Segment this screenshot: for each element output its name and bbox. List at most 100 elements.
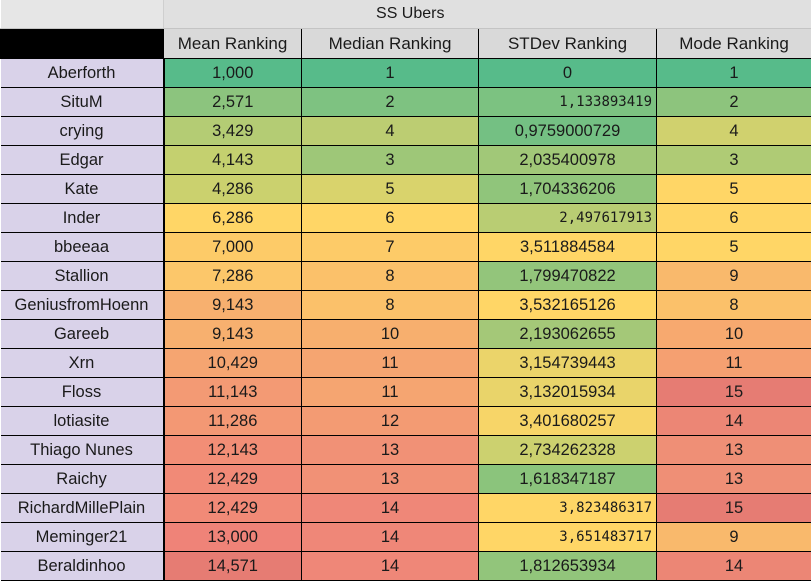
player-name-cell[interactable]: Meminger21 [0,522,165,552]
mean-ranking-cell[interactable]: 12,429 [163,493,302,523]
player-name-cell[interactable]: bbeeaa [0,232,165,262]
mean-ranking-cell[interactable]: 12,429 [163,464,302,494]
stdev-ranking-cell[interactable]: 3,401680257 [478,406,658,436]
player-name-cell[interactable]: Inder [0,203,165,233]
mode-ranking-cell[interactable]: 13 [656,435,811,465]
median-ranking-cell[interactable]: 8 [301,261,479,291]
stdev-ranking-cell[interactable]: 3,154739443 [478,348,658,378]
mode-ranking-cell[interactable]: 15 [656,493,811,523]
player-name-cell[interactable]: SituM [0,87,165,117]
mode-ranking-cell[interactable]: 8 [656,290,811,320]
mode-ranking-cell[interactable]: 6 [656,203,811,233]
mode-ranking-cell[interactable]: 5 [656,174,811,204]
median-ranking-cell[interactable]: 12 [301,406,479,436]
median-ranking-cell[interactable]: 5 [301,174,479,204]
mean-ranking-cell[interactable]: 9,143 [163,290,302,320]
player-name-cell[interactable]: Gareeb [0,319,165,349]
mode-ranking-cell[interactable]: 4 [656,116,811,146]
header-mode[interactable]: Mode Ranking [656,28,811,59]
median-ranking-cell[interactable]: 10 [301,319,479,349]
mode-ranking-cell[interactable]: 9 [656,522,811,552]
median-ranking-cell[interactable]: 13 [301,464,479,494]
player-name-cell[interactable]: RichardMillePlain [0,493,165,523]
median-ranking-cell[interactable]: 13 [301,435,479,465]
player-name-cell[interactable]: Raichy [0,464,165,494]
mean-ranking-cell[interactable]: 11,143 [163,377,302,407]
mean-ranking-cell[interactable]: 7,286 [163,261,302,291]
stdev-ranking-cell[interactable]: 1,618347187 [478,464,658,494]
header-corner-cell[interactable] [0,28,164,59]
mode-ranking-cell[interactable]: 3 [656,145,811,175]
player-name-cell[interactable]: GeniusfromHoenn [0,290,165,320]
mean-ranking-cell[interactable]: 13,000 [163,522,302,552]
median-ranking-cell[interactable]: 14 [301,493,479,523]
mode-ranking-cell[interactable]: 14 [656,551,811,581]
mean-ranking-cell[interactable]: 4,286 [163,174,302,204]
table-title[interactable]: SS Ubers [163,0,657,29]
mean-ranking-cell[interactable]: 3,429 [163,116,302,146]
mode-ranking-cell[interactable]: 1 [656,58,811,88]
player-name-cell[interactable]: lotiasite [0,406,165,436]
mode-ranking-cell[interactable]: 14 [656,406,811,436]
median-ranking-cell[interactable]: 4 [301,116,479,146]
mean-ranking-cell[interactable]: 7,000 [163,232,302,262]
stdev-ranking-cell[interactable]: 3,511884584 [478,232,658,262]
table-row: Inder 6,286 6 2,497617913 6 [0,203,811,233]
median-ranking-cell[interactable]: 11 [301,377,479,407]
median-ranking-cell[interactable]: 6 [301,203,479,233]
stdev-ranking-cell[interactable]: 2,193062655 [478,319,658,349]
player-name-cell[interactable]: Floss [0,377,165,407]
mean-ranking-cell[interactable]: 9,143 [163,319,302,349]
player-name-cell[interactable]: Beraldinhoo [0,551,165,581]
table-row: RichardMillePlain 12,429 14 3,823486317 15 [0,493,811,523]
stdev-ranking-cell[interactable]: 0 [478,58,658,88]
mean-ranking-cell[interactable]: 12,143 [163,435,302,465]
player-name-cell[interactable]: Stallion [0,261,165,291]
median-ranking-cell[interactable]: 7 [301,232,479,262]
median-ranking-cell[interactable]: 2 [301,87,479,117]
mean-ranking-cell[interactable]: 1,000 [163,58,302,88]
stdev-ranking-cell[interactable]: 1,133893419 [478,87,658,117]
median-ranking-cell[interactable]: 14 [301,522,479,552]
mean-ranking-cell[interactable]: 2,571 [163,87,302,117]
mean-ranking-cell[interactable]: 6,286 [163,203,302,233]
mean-ranking-cell[interactable]: 4,143 [163,145,302,175]
player-name-cell[interactable]: Thiago Nunes [0,435,165,465]
stdev-ranking-cell[interactable]: 2,497617913 [478,203,658,233]
mode-ranking-cell[interactable]: 10 [656,319,811,349]
median-ranking-cell[interactable]: 11 [301,348,479,378]
mode-ranking-cell[interactable]: 5 [656,232,811,262]
stdev-ranking-cell[interactable]: 1,812653934 [478,551,658,581]
mean-ranking-cell[interactable]: 14,571 [163,551,302,581]
median-ranking-cell[interactable]: 3 [301,145,479,175]
stdev-ranking-cell[interactable]: 0,9759000729 [478,116,658,146]
player-name-cell[interactable]: Kate [0,174,165,204]
mean-ranking-cell[interactable]: 11,286 [163,406,302,436]
player-name-cell[interactable]: Edgar [0,145,165,175]
stdev-ranking-cell[interactable]: 1,799470822 [478,261,658,291]
player-name-cell[interactable]: crying [0,116,165,146]
median-ranking-cell[interactable]: 14 [301,551,479,581]
stdev-ranking-cell[interactable]: 3,532165126 [478,290,658,320]
title-corner-cell[interactable] [0,0,164,29]
mode-ranking-cell[interactable]: 9 [656,261,811,291]
title-right-cell[interactable] [656,0,811,29]
stdev-ranking-cell[interactable]: 2,734262328 [478,435,658,465]
header-mean[interactable]: Mean Ranking [163,28,302,59]
player-name-cell[interactable]: Aberforth [0,58,165,88]
stdev-ranking-cell[interactable]: 3,651483717 [478,522,658,552]
median-ranking-cell[interactable]: 1 [301,58,479,88]
stdev-ranking-cell[interactable]: 2,035400978 [478,145,658,175]
mode-ranking-cell[interactable]: 2 [656,87,811,117]
mode-ranking-cell[interactable]: 11 [656,348,811,378]
stdev-ranking-cell[interactable]: 3,132015934 [478,377,658,407]
stdev-ranking-cell[interactable]: 1,704336206 [478,174,658,204]
header-stdev[interactable]: STDev Ranking [477,28,658,59]
mode-ranking-cell[interactable]: 15 [656,377,811,407]
mean-ranking-cell[interactable]: 10,429 [163,348,302,378]
median-ranking-cell[interactable]: 8 [301,290,479,320]
player-name-cell[interactable]: Xrn [0,348,165,378]
stdev-ranking-cell[interactable]: 3,823486317 [478,493,658,523]
mode-ranking-cell[interactable]: 13 [656,464,811,494]
header-median[interactable]: Median Ranking [301,28,479,59]
